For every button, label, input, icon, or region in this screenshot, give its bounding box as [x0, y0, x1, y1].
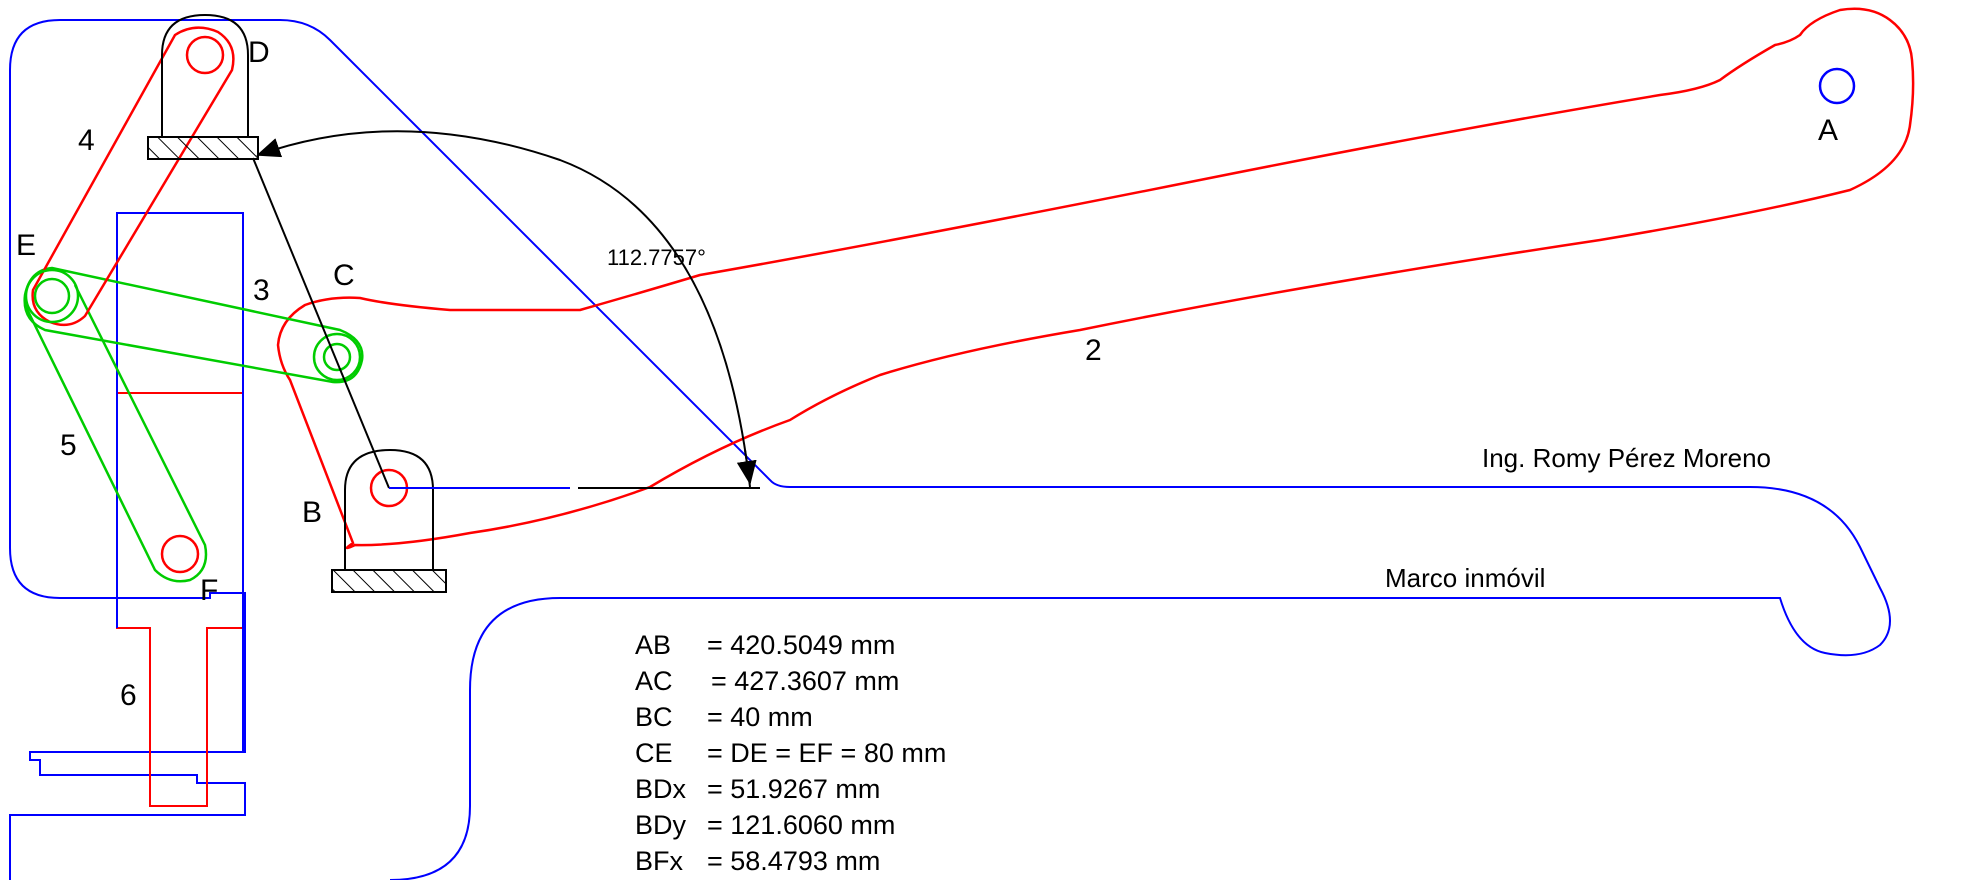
support-d-bracket	[161, 13, 249, 137]
point-label-d: D	[248, 36, 270, 69]
pin-d	[185, 35, 225, 75]
dim-value-ce: = DE = EF = 80 mm	[707, 738, 946, 768]
support-b-bracket	[344, 448, 434, 570]
pin-f	[160, 534, 200, 574]
pin-c-green	[312, 332, 362, 382]
point-label-b: B	[302, 496, 322, 529]
lever-outline	[276, 7, 1915, 550]
point-label-c: C	[333, 259, 355, 292]
dim-value-ac: = 427.3607 mm	[711, 666, 899, 696]
link-label-4: 4	[78, 124, 95, 157]
support-b	[331, 448, 447, 593]
dim-name-ab: AB	[635, 630, 671, 660]
link-label-6: 6	[120, 679, 137, 712]
dim-value-bc: = 40 mm	[707, 702, 813, 732]
dimensions-list: AB = 420.5049 mm AC = 427.3607 mm BC = 4…	[635, 630, 946, 876]
link-2-lever	[276, 7, 1915, 550]
pin-e	[33, 277, 71, 315]
link-5-coupler	[23, 284, 208, 583]
slider-guide	[116, 212, 244, 752]
angle-label: 112.7757°	[607, 245, 706, 270]
slider-guide-outline	[116, 212, 244, 752]
dim-name-ce: CE	[635, 738, 673, 768]
pin-c	[322, 342, 352, 372]
dim-value-bfx: = 58.4793 mm	[707, 846, 880, 876]
author-label: Ing. Romy Pérez Moreno	[1482, 443, 1771, 473]
dim-value-ab: = 420.5049 mm	[707, 630, 895, 660]
line-d-b	[252, 157, 390, 489]
dim-name-bdy: BDy	[635, 810, 687, 840]
point-label-a: A	[1818, 114, 1838, 147]
support-d-ground	[147, 136, 259, 160]
dim-value-bdx: = 51.9267 mm	[707, 774, 880, 804]
dim-name-ac: AC	[635, 666, 673, 696]
dim-name-bdx: BDx	[635, 774, 687, 804]
pin-e-green	[24, 268, 80, 324]
dim-name-bfx: BFx	[635, 846, 684, 876]
support-b-ground	[331, 569, 447, 593]
frame-outline	[9, 19, 1891, 880]
angle-arc	[256, 130, 751, 488]
pins	[24, 35, 1856, 574]
point-label-f: F	[200, 574, 218, 607]
link-label-5: 5	[60, 429, 77, 462]
frame-label: Marco inmóvil	[1385, 563, 1545, 593]
dim-name-bc: BC	[635, 702, 673, 732]
dim-value-bdy: = 121.6060 mm	[707, 810, 895, 840]
angle-arrow-end	[736, 449, 757, 485]
coupler-ef	[23, 284, 208, 583]
link-label-2: 2	[1085, 334, 1102, 367]
link-4	[31, 26, 235, 327]
link-de	[31, 26, 235, 327]
slider-outline	[116, 392, 244, 807]
point-label-e: E	[16, 229, 36, 262]
pin-a	[1818, 67, 1856, 105]
link-6-slider	[116, 392, 244, 807]
construction-lines	[252, 130, 760, 489]
link-label-3: 3	[253, 274, 270, 307]
